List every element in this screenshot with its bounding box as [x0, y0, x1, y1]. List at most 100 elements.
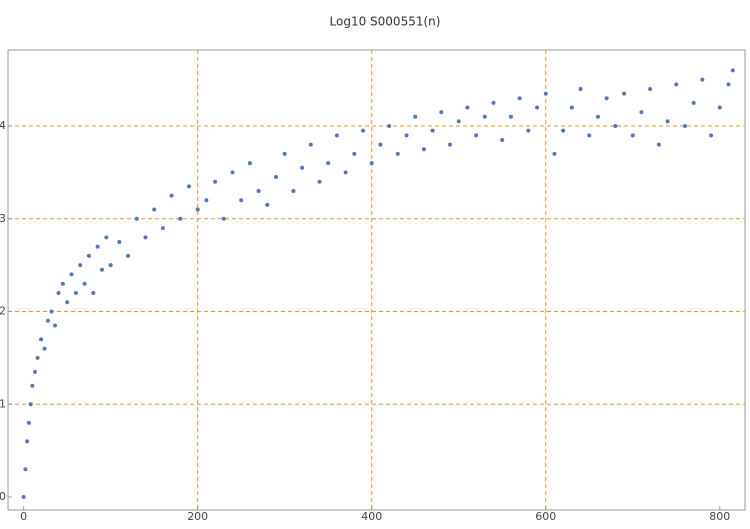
- point: [274, 175, 278, 180]
- y-tick-label: 1: [0, 397, 6, 410]
- point: [726, 82, 731, 87]
- point: [204, 198, 209, 203]
- point: [474, 133, 479, 138]
- point: [361, 128, 366, 133]
- y-tick-label: 3: [0, 212, 6, 225]
- point: [639, 110, 644, 115]
- point: [247, 161, 252, 166]
- point: [674, 82, 679, 87]
- y-tick-label: 2: [0, 305, 6, 318]
- point: [104, 235, 109, 240]
- plot-frame: [7, 49, 746, 511]
- point: [230, 170, 235, 175]
- point: [343, 170, 348, 175]
- point: [56, 290, 61, 295]
- point: [700, 77, 705, 82]
- point: [42, 346, 47, 351]
- point: [665, 119, 670, 124]
- point: [308, 142, 313, 147]
- point: [99, 267, 104, 272]
- point: [561, 128, 566, 133]
- point: [395, 151, 400, 156]
- point: [352, 151, 357, 156]
- point: [30, 383, 35, 388]
- point: [587, 133, 592, 138]
- chart-title: Log10 S000551(n): [330, 15, 441, 29]
- point: [448, 142, 453, 147]
- point: [717, 105, 722, 110]
- point: [265, 202, 270, 207]
- point: [300, 165, 305, 170]
- point: [95, 244, 100, 249]
- point: [86, 253, 91, 258]
- x-tick-label: 800: [709, 510, 730, 523]
- point: [730, 68, 735, 73]
- point: [500, 137, 505, 142]
- point: [21, 495, 26, 500]
- point: [291, 188, 296, 193]
- point: [430, 128, 435, 133]
- point: [326, 161, 331, 166]
- point: [35, 355, 40, 360]
- point: [709, 133, 714, 138]
- point: [369, 161, 374, 166]
- point: [465, 105, 470, 110]
- point: [413, 114, 418, 119]
- point: [648, 86, 653, 91]
- point: [65, 300, 70, 305]
- point: [23, 467, 28, 472]
- point: [46, 318, 51, 323]
- point: [178, 216, 183, 221]
- point: [160, 226, 165, 231]
- point: [656, 142, 661, 147]
- x-tick-label: 600: [535, 510, 556, 523]
- point: [569, 105, 574, 110]
- point: [378, 142, 383, 147]
- point: [26, 420, 31, 425]
- point: [526, 128, 531, 133]
- point: [491, 100, 496, 105]
- point: [622, 91, 627, 96]
- point: [73, 290, 78, 295]
- point: [595, 114, 600, 119]
- point: [543, 91, 548, 96]
- point: [456, 119, 461, 124]
- point: [613, 124, 618, 129]
- point: [404, 133, 409, 138]
- point: [169, 193, 174, 198]
- point: [578, 86, 583, 91]
- point: [630, 133, 635, 138]
- point: [60, 281, 65, 286]
- point: [143, 235, 148, 240]
- x-tick-label: 200: [187, 510, 208, 523]
- point: [691, 100, 696, 105]
- point: [52, 323, 57, 328]
- y-tick-label: 0: [0, 490, 6, 503]
- point: [82, 281, 87, 286]
- point: [78, 263, 83, 268]
- point: [126, 253, 131, 258]
- point: [682, 124, 687, 129]
- point: [387, 124, 392, 129]
- point: [239, 198, 244, 203]
- point: [186, 184, 191, 189]
- point: [482, 114, 487, 119]
- point: [108, 263, 113, 268]
- point: [213, 179, 218, 184]
- point: [221, 216, 226, 221]
- point: [508, 114, 513, 119]
- point: [535, 105, 540, 110]
- point: [152, 207, 157, 212]
- point: [552, 151, 557, 156]
- point: [256, 188, 261, 193]
- point: [517, 96, 522, 101]
- point: [334, 133, 339, 138]
- point: [134, 216, 139, 221]
- x-tick-label: 400: [361, 510, 382, 523]
- point: [282, 151, 287, 156]
- x-tick-label: 0: [20, 510, 27, 523]
- point: [439, 110, 444, 115]
- point: [39, 337, 44, 342]
